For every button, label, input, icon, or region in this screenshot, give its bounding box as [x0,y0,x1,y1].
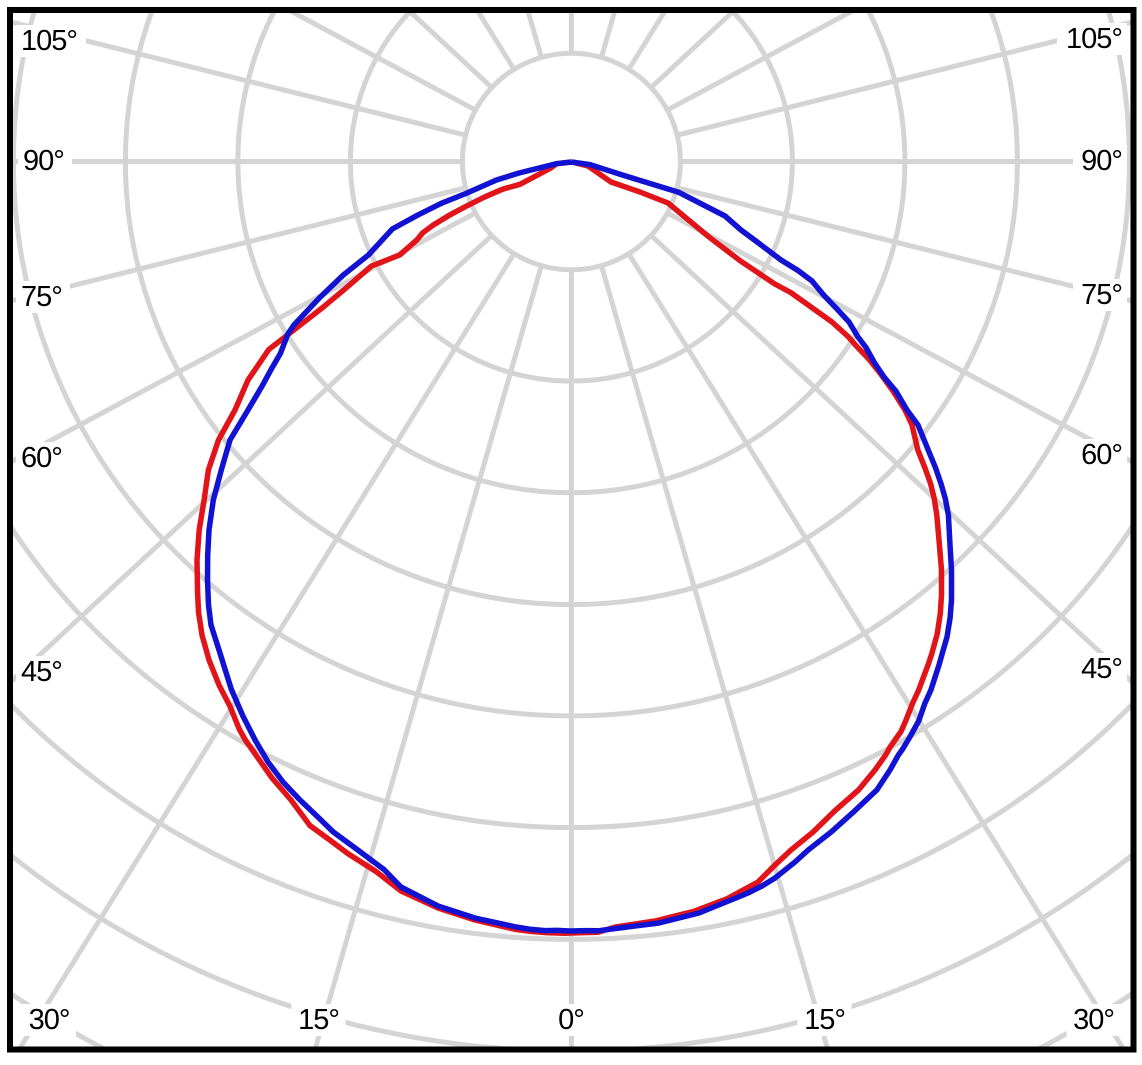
svg-text:45°: 45° [1081,653,1122,685]
svg-text:0°: 0° [558,1004,584,1036]
svg-text:105°: 105° [1066,23,1122,55]
svg-text:60°: 60° [1081,439,1122,471]
svg-text:15°: 15° [298,1004,339,1036]
svg-text:30°: 30° [29,1004,70,1036]
svg-text:60°: 60° [21,442,62,474]
svg-text:75°: 75° [1081,279,1122,311]
svg-text:30°: 30° [1073,1004,1114,1036]
svg-text:45°: 45° [21,656,62,688]
svg-text:75°: 75° [21,281,62,313]
svg-text:105°: 105° [21,25,77,57]
svg-text:90°: 90° [23,145,64,177]
svg-text:90°: 90° [1081,145,1122,177]
svg-text:15°: 15° [804,1004,845,1036]
